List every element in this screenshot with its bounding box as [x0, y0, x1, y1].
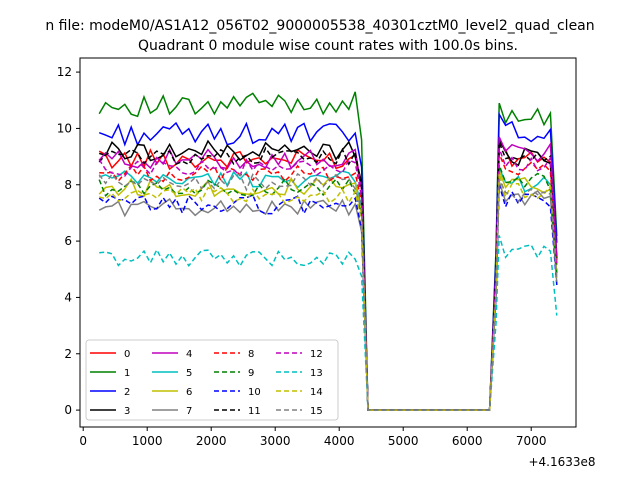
y-tick-label: 2	[64, 347, 72, 361]
series-line-8	[99, 153, 558, 411]
x-tick-label: 5000	[388, 434, 419, 448]
legend-label-9: 9	[248, 368, 254, 379]
x-tick-label: 2000	[196, 434, 227, 448]
legend-label-5: 5	[186, 368, 192, 379]
legend-label-11: 11	[248, 406, 261, 417]
y-tick-label: 12	[57, 65, 72, 79]
legend-frame	[85, 339, 339, 421]
series-line-13	[99, 235, 558, 411]
legend-label-13: 13	[310, 368, 323, 379]
x-tick-label: 6000	[452, 434, 483, 448]
series-line-12	[98, 147, 558, 411]
plot-border	[79, 57, 577, 428]
x-axis-ticks: 0 1000 2000 3000 4000 5000 6000 7000	[79, 427, 546, 448]
legend-label-8: 8	[248, 349, 254, 360]
legend-label-1: 1	[124, 368, 130, 379]
series-layer	[98, 91, 558, 411]
legend-label-0: 0	[124, 349, 130, 360]
y-tick-label: 6	[64, 234, 72, 248]
legend-label-6: 6	[186, 387, 192, 398]
x-offset-label: +4.1633e8	[528, 455, 595, 469]
y-axis-ticks: 0 2 4 6 8 10 12	[57, 65, 80, 417]
y-tick-label: 10	[57, 121, 72, 135]
x-tick-label: 7000	[516, 434, 547, 448]
x-tick-label: 0	[79, 434, 87, 448]
legend-label-12: 12	[310, 349, 323, 360]
legend-label-3: 3	[124, 406, 130, 417]
legend-label-15: 15	[310, 406, 323, 417]
y-tick-label: 4	[64, 290, 72, 304]
series-line-14	[99, 173, 558, 411]
x-tick-label: 4000	[324, 434, 355, 448]
legend-label-14: 14	[310, 387, 323, 398]
legend-label-4: 4	[186, 349, 192, 360]
x-tick-label: 1000	[132, 434, 163, 448]
series-line-15	[98, 172, 558, 411]
y-tick-label: 0	[64, 403, 72, 417]
chart-suptitle: n file: modeM0/AS1A12_056T02_9000005538_…	[45, 18, 594, 34]
x-tick-label: 3000	[260, 434, 291, 448]
legend-label-2: 2	[124, 387, 130, 398]
y-tick-label: 8	[64, 178, 72, 192]
chart-title: Quadrant 0 module wise count rates with …	[138, 38, 518, 54]
legend-label-7: 7	[186, 406, 192, 417]
legend-label-10: 10	[248, 387, 261, 398]
